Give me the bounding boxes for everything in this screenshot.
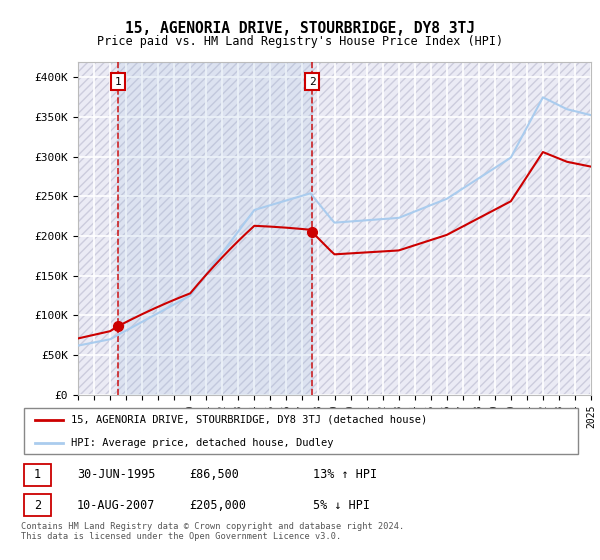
Text: 13% ↑ HPI: 13% ↑ HPI bbox=[313, 468, 377, 482]
Text: 15, AGENORIA DRIVE, STOURBRIDGE, DY8 3TJ: 15, AGENORIA DRIVE, STOURBRIDGE, DY8 3TJ bbox=[125, 21, 475, 36]
Text: 1: 1 bbox=[34, 468, 41, 482]
Text: HPI: Average price, detached house, Dudley: HPI: Average price, detached house, Dudl… bbox=[71, 438, 334, 448]
Bar bbox=[24, 464, 51, 486]
Text: 2: 2 bbox=[34, 498, 41, 512]
Text: Price paid vs. HM Land Registry's House Price Index (HPI): Price paid vs. HM Land Registry's House … bbox=[97, 35, 503, 48]
Text: 30-JUN-1995: 30-JUN-1995 bbox=[77, 468, 155, 482]
FancyBboxPatch shape bbox=[24, 408, 578, 454]
Bar bbox=[118, 62, 312, 395]
Text: £86,500: £86,500 bbox=[190, 468, 239, 482]
Text: 5% ↓ HPI: 5% ↓ HPI bbox=[313, 498, 370, 512]
Text: Contains HM Land Registry data © Crown copyright and database right 2024.
This d: Contains HM Land Registry data © Crown c… bbox=[21, 522, 404, 542]
Text: 15, AGENORIA DRIVE, STOURBRIDGE, DY8 3TJ (detached house): 15, AGENORIA DRIVE, STOURBRIDGE, DY8 3TJ… bbox=[71, 414, 428, 424]
Text: 2: 2 bbox=[309, 77, 316, 87]
Text: 10-AUG-2007: 10-AUG-2007 bbox=[77, 498, 155, 512]
Text: 1: 1 bbox=[115, 77, 121, 87]
Bar bbox=[24, 494, 51, 516]
Text: £205,000: £205,000 bbox=[190, 498, 246, 512]
